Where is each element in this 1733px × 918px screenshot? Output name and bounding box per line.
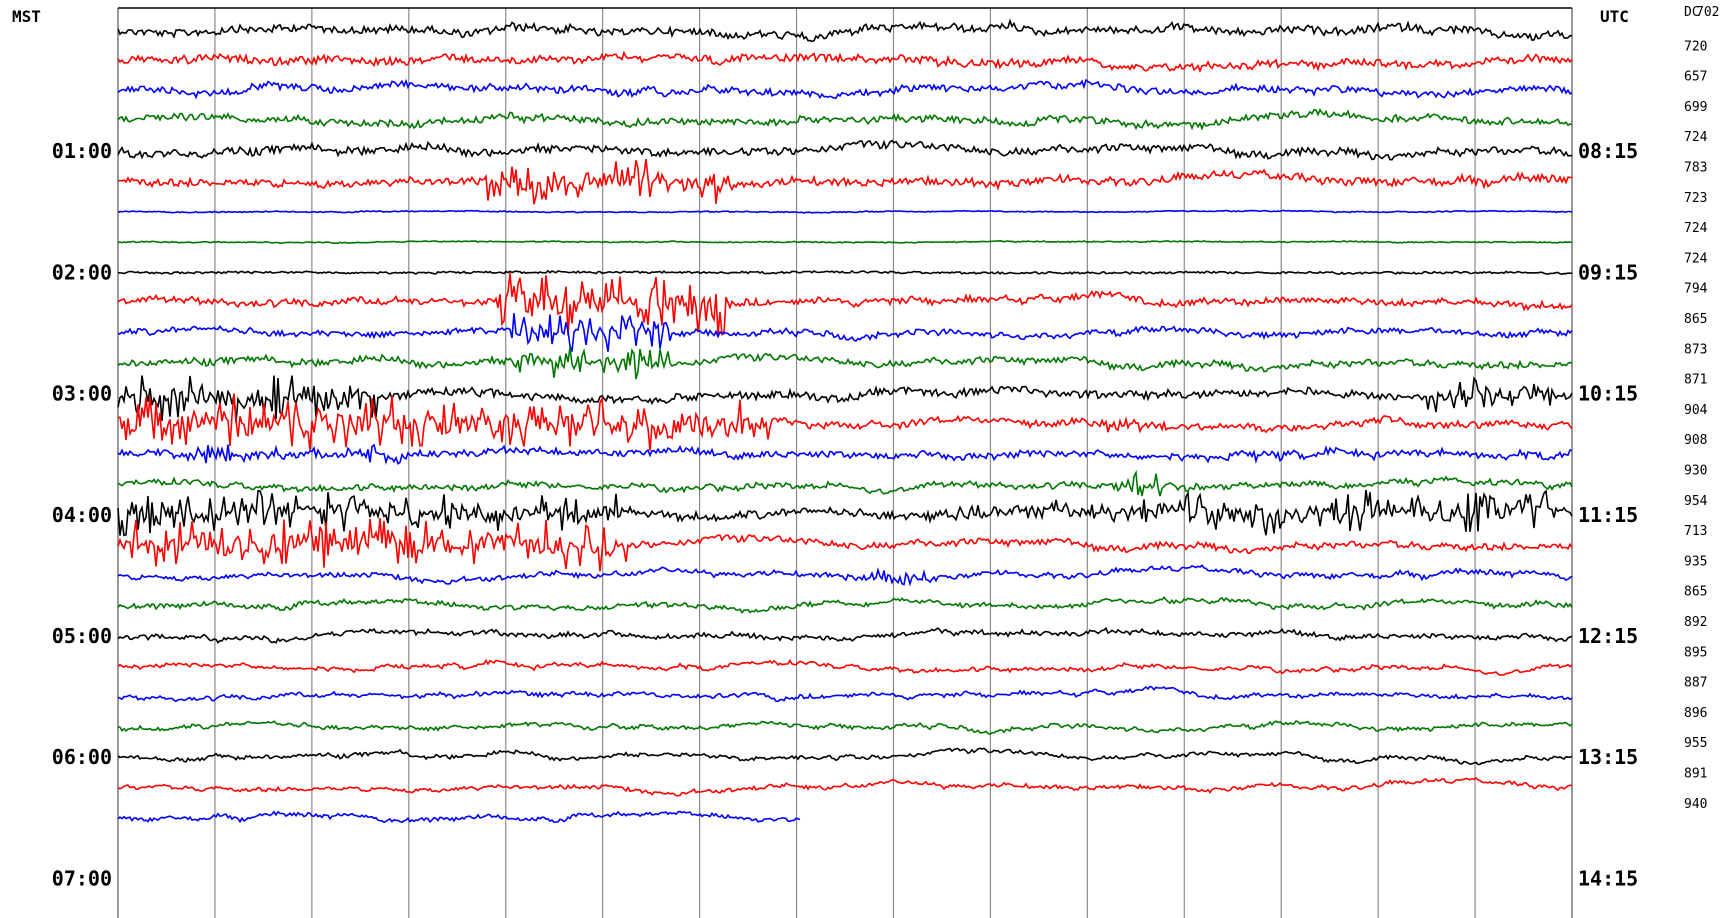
dc-offset-value: 699 bbox=[1684, 100, 1707, 115]
seismic-trace bbox=[117, 158, 1573, 205]
dc-offset-value: 895 bbox=[1684, 645, 1707, 660]
dc-offset-value: 904 bbox=[1684, 403, 1708, 418]
seismic-trace bbox=[117, 810, 801, 824]
seismic-trace bbox=[117, 209, 1573, 214]
mst-time-label: 06:00 bbox=[52, 745, 112, 769]
seismic-trace bbox=[117, 272, 1573, 336]
dc-offset-value: 891 bbox=[1684, 767, 1707, 782]
seismic-trace bbox=[117, 239, 1573, 245]
dc-offset-value: 892 bbox=[1684, 615, 1707, 630]
dc-offset-value: 865 bbox=[1684, 585, 1707, 600]
dc-offset-value: 702 bbox=[1696, 5, 1719, 20]
dc-offset-value: 954 bbox=[1684, 494, 1708, 509]
utc-time-labels: 08:15 09:15 10:15 11:15 12:15 13:15 14:15 bbox=[1578, 139, 1638, 890]
seismic-trace bbox=[117, 107, 1573, 131]
seismic-traces bbox=[117, 18, 1573, 824]
vertical-gridlines bbox=[117, 7, 1573, 918]
dc-offset-value: 794 bbox=[1684, 282, 1708, 297]
seismic-trace bbox=[117, 747, 1573, 766]
utc-time-label: 08:15 bbox=[1578, 139, 1638, 163]
seismic-trace bbox=[117, 469, 1573, 497]
seismic-trace bbox=[117, 596, 1573, 614]
utc-time-label: 10:15 bbox=[1578, 382, 1638, 406]
dc-offset-value: 955 bbox=[1684, 736, 1707, 751]
mst-time-label: 04:00 bbox=[52, 503, 112, 527]
seismic-trace bbox=[117, 489, 1573, 537]
utc-time-label: 13:15 bbox=[1578, 745, 1638, 769]
seismic-trace bbox=[117, 18, 1573, 43]
seismic-trace bbox=[117, 50, 1573, 73]
mst-time-label: 03:00 bbox=[52, 382, 112, 406]
dc-offset-value: 713 bbox=[1684, 524, 1707, 539]
seismic-trace bbox=[117, 564, 1573, 587]
dc-offset-labels: 702 720 657 699 724 783 723 724 724 794 865 873 871 9… bbox=[1684, 5, 1719, 812]
seismic-trace bbox=[117, 518, 1573, 572]
mst-time-label: 05:00 bbox=[52, 624, 112, 648]
seismic-trace bbox=[117, 347, 1573, 380]
mst-time-labels: 01:00 02:00 03:00 04:00 05:00 06:00 07:00 bbox=[52, 139, 112, 890]
utc-time-label: 09:15 bbox=[1578, 260, 1638, 284]
mst-time-label: 01:00 bbox=[52, 139, 112, 163]
seismic-trace bbox=[117, 776, 1572, 797]
dc-offset-value: 720 bbox=[1684, 39, 1707, 54]
dc-offset-value: 908 bbox=[1684, 433, 1707, 448]
utc-time-label: 11:15 bbox=[1578, 503, 1638, 527]
dc-offset-value: 724 bbox=[1684, 130, 1708, 145]
seismic-trace bbox=[117, 78, 1573, 100]
utc-time-label: 14:15 bbox=[1578, 866, 1638, 890]
mst-time-label: 02:00 bbox=[52, 260, 112, 284]
dc-offset-value: 930 bbox=[1684, 464, 1707, 479]
dc-offset-value: 871 bbox=[1684, 373, 1707, 388]
seismic-trace bbox=[117, 375, 1573, 423]
utc-zone-label: UTC bbox=[1600, 7, 1629, 26]
seismic-trace bbox=[117, 139, 1573, 161]
seismic-trace bbox=[117, 443, 1573, 466]
seismic-trace bbox=[117, 720, 1573, 736]
mst-zone-label: MST bbox=[12, 7, 41, 26]
seismic-trace bbox=[117, 313, 1573, 352]
seismic-trace bbox=[118, 393, 1573, 451]
dc-offset-value: 657 bbox=[1684, 70, 1707, 85]
seismic-trace bbox=[117, 658, 1573, 676]
dc-offset-value: 940 bbox=[1684, 797, 1707, 812]
dc-offset-value: 896 bbox=[1684, 706, 1707, 721]
dc-offset-value: 873 bbox=[1684, 342, 1707, 357]
dc-header-label: DC bbox=[1684, 5, 1700, 20]
dc-offset-value: 783 bbox=[1684, 161, 1707, 176]
seismic-trace bbox=[117, 626, 1573, 644]
seismic-trace bbox=[117, 685, 1573, 703]
dc-offset-value: 887 bbox=[1684, 676, 1707, 691]
utc-time-label: 12:15 bbox=[1578, 624, 1638, 648]
dc-offset-value: 723 bbox=[1684, 191, 1707, 206]
mst-time-label: 07:00 bbox=[52, 866, 112, 890]
dc-offset-value: 724 bbox=[1684, 251, 1708, 266]
dc-offset-value: 935 bbox=[1684, 554, 1707, 569]
dc-offset-value: 724 bbox=[1684, 221, 1708, 236]
dc-offset-value: 865 bbox=[1684, 312, 1707, 327]
seismic-trace bbox=[117, 269, 1573, 276]
